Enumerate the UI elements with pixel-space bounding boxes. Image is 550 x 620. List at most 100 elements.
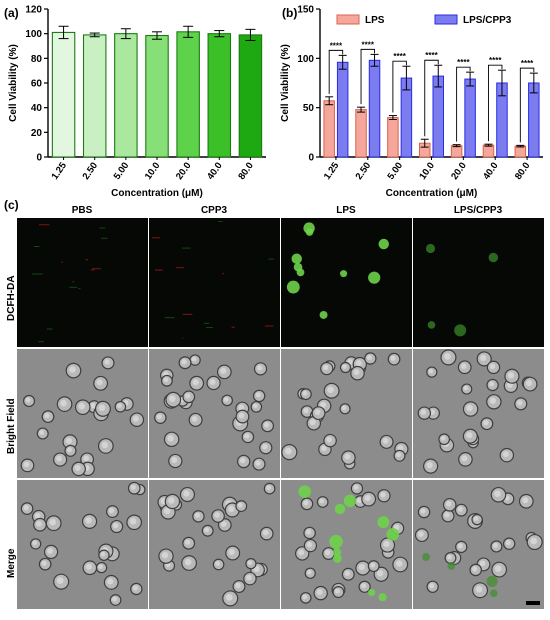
cell-nucleus bbox=[489, 381, 495, 387]
cell-nucleus bbox=[475, 585, 483, 593]
bar-10.0 bbox=[145, 34, 169, 158]
chart-b-cell-viability-lps: 0 50 100 150 Cell Viability (%) Concentration… bbox=[280, 5, 543, 199]
column-header-pbs: PBS bbox=[71, 205, 93, 216]
significance-bracket bbox=[424, 59, 439, 137]
noise-speck bbox=[218, 221, 223, 223]
fluorescent-cell bbox=[296, 268, 305, 277]
cell-nucleus bbox=[41, 560, 47, 566]
cell-nucleus bbox=[69, 366, 76, 373]
fluorescent-cell bbox=[340, 270, 348, 278]
significance-label: **** bbox=[425, 51, 438, 60]
fluorescent-cell bbox=[447, 562, 456, 570]
noise-speck bbox=[34, 245, 40, 247]
cell-nucleus bbox=[266, 485, 271, 490]
cell-nucleus bbox=[303, 500, 309, 506]
micrograph-dcfh-da-lps bbox=[281, 218, 412, 347]
cell-nucleus bbox=[112, 522, 119, 529]
column-header-cpp3: CPP3 bbox=[200, 205, 228, 216]
noise-speck bbox=[92, 268, 101, 270]
cell-nucleus bbox=[191, 356, 197, 362]
micrograph-bright-field-cpp3 bbox=[149, 349, 280, 478]
cell-nucleus bbox=[56, 577, 64, 585]
noise-speck bbox=[154, 269, 163, 271]
x-axis-label: Concentration (μM) bbox=[111, 188, 203, 199]
x-tick-label: 5.00 bbox=[112, 160, 132, 181]
y-tick-label: 0 bbox=[36, 153, 42, 164]
cell-nucleus bbox=[420, 508, 426, 514]
y-tick-label: 80 bbox=[31, 54, 43, 65]
x-tick-label: 20.0 bbox=[449, 160, 469, 181]
noise-speck bbox=[32, 273, 43, 275]
x-tick-label: 1.25 bbox=[322, 160, 342, 182]
cell-nucleus bbox=[380, 492, 386, 498]
significance-label: **** bbox=[362, 40, 375, 49]
x-tick-label: 40.0 bbox=[205, 160, 225, 181]
cell-nucleus bbox=[167, 435, 174, 442]
significance-bracket bbox=[456, 66, 471, 142]
cell-nucleus bbox=[132, 585, 138, 591]
legend-swatch-0 bbox=[336, 14, 360, 25]
cell-nucleus bbox=[220, 367, 227, 374]
significance-bracket bbox=[360, 48, 375, 105]
x-tick-label: 2.50 bbox=[81, 160, 101, 181]
bar-40.0 bbox=[207, 33, 232, 158]
row-header-dcfh-da: DCFH-DA bbox=[6, 275, 17, 321]
y-axis-label: Cell Viability (%) bbox=[8, 44, 19, 122]
cell-nucleus bbox=[489, 363, 496, 370]
cell-nucleus bbox=[47, 547, 54, 554]
cell-nucleus bbox=[418, 531, 424, 537]
fluorescent-cell bbox=[454, 324, 467, 337]
cell-nucleus bbox=[466, 432, 473, 439]
x-tick-label: 5.00 bbox=[385, 160, 405, 181]
x-tick-label: 10.0 bbox=[143, 160, 163, 181]
significance-bracket bbox=[519, 67, 535, 143]
cell-nucleus bbox=[209, 379, 216, 385]
legend-label-0: LPS bbox=[365, 15, 385, 26]
cell-nucleus bbox=[483, 420, 489, 426]
cell-nucleus bbox=[396, 452, 401, 458]
chart-a-cell-viability: 0 20 40 60 80 100 120 Cell Viability (%) Concent… bbox=[8, 5, 266, 199]
cell-nucleus bbox=[171, 457, 178, 463]
significance-label: **** bbox=[330, 41, 343, 50]
cell-nucleus bbox=[132, 415, 139, 422]
cell-nucleus bbox=[479, 560, 486, 567]
bar-LPS/CPP3-20.0 bbox=[464, 78, 476, 158]
cell-nucleus bbox=[263, 422, 270, 428]
cell-nucleus bbox=[129, 518, 137, 525]
cell-nucleus bbox=[246, 574, 252, 581]
bar-LPS-40.0 bbox=[482, 144, 495, 158]
fluorescent-cell bbox=[332, 548, 342, 557]
cell-nucleus bbox=[326, 436, 332, 443]
bar-LPS-1.25 bbox=[323, 100, 335, 158]
fluorescent-cell bbox=[303, 222, 315, 234]
cell-nucleus bbox=[67, 447, 72, 453]
cell-nucleus bbox=[395, 560, 403, 567]
noise-speck bbox=[175, 267, 184, 269]
cell-nucleus bbox=[85, 563, 92, 570]
micrograph-merge-lps-cpp3 bbox=[413, 480, 544, 609]
cell-nucleus bbox=[256, 365, 263, 371]
fluorescent-cell bbox=[329, 534, 343, 549]
noise-speck bbox=[182, 337, 184, 339]
significance-label: **** bbox=[393, 52, 406, 61]
micrograph-bright-field-lps bbox=[281, 349, 412, 478]
cell-nucleus bbox=[194, 512, 200, 518]
cell-nucleus bbox=[23, 505, 29, 511]
cell-nucleus bbox=[461, 455, 468, 462]
cell-nucleus bbox=[390, 355, 396, 361]
noise-speck bbox=[60, 261, 63, 263]
cell-nucleus bbox=[23, 461, 30, 468]
cell-nucleus bbox=[161, 551, 169, 559]
cell-nucleus bbox=[85, 517, 92, 524]
cell-nucleus bbox=[284, 447, 292, 455]
cell-nucleus bbox=[447, 554, 452, 560]
cell-nucleus bbox=[223, 397, 229, 402]
cell-nucleus bbox=[364, 495, 371, 502]
cell-nucleus bbox=[90, 402, 96, 409]
panel-label-b: (b) bbox=[282, 6, 298, 20]
fluorescent-cell bbox=[486, 575, 498, 587]
noise-speck bbox=[99, 227, 106, 229]
cell-nucleus bbox=[225, 594, 233, 601]
noise-speck bbox=[203, 322, 210, 324]
fluorescent-cell bbox=[427, 321, 436, 329]
